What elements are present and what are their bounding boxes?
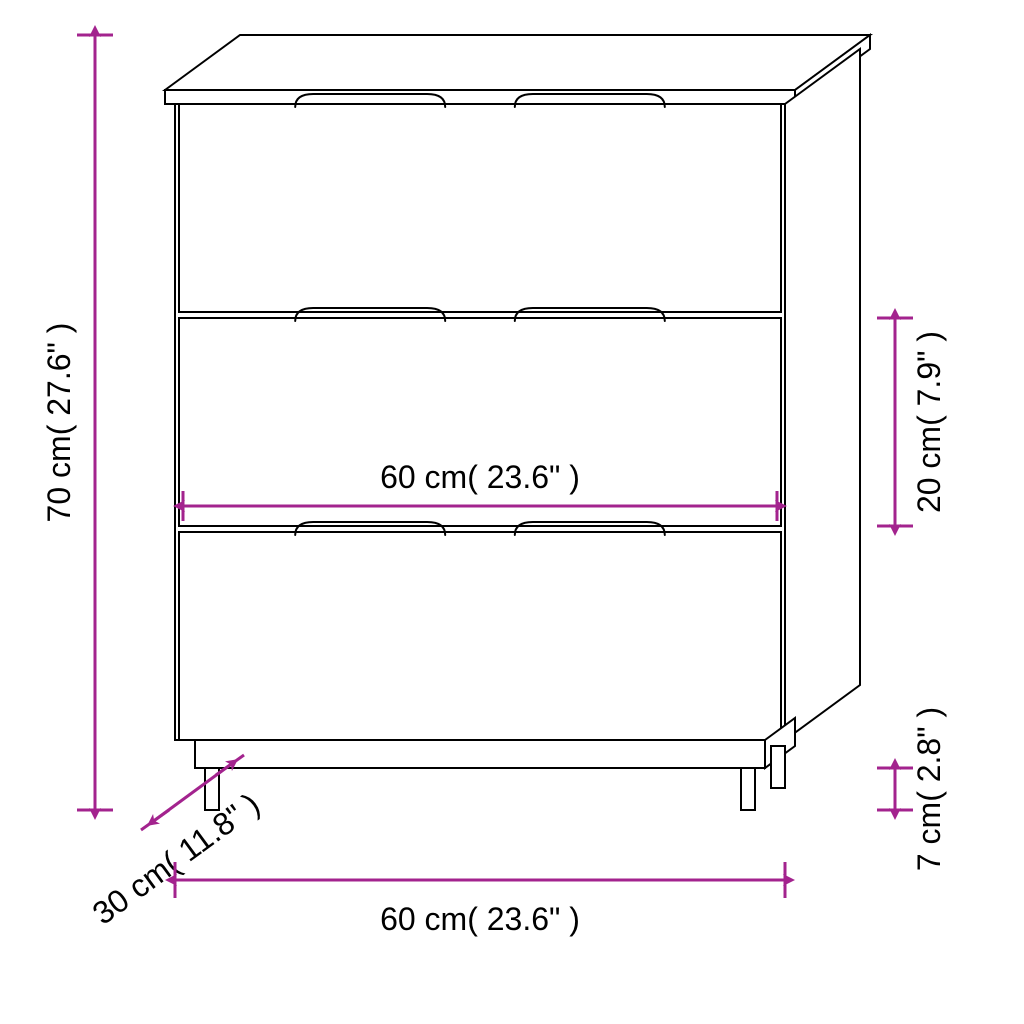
cabinet-plinth bbox=[195, 740, 765, 768]
label-width: 60 cm( 23.6" ) bbox=[380, 901, 580, 937]
label-leg-gap: 7 cm( 2.8" ) bbox=[911, 707, 947, 871]
cabinet-leg bbox=[741, 768, 755, 810]
cabinet-side bbox=[785, 49, 860, 740]
label-height: 70 cm( 27.6" ) bbox=[41, 323, 77, 523]
cabinet-top bbox=[165, 35, 870, 90]
label-depth: 30 cm( 11.8" ) bbox=[86, 786, 267, 932]
label-drawer-h: 20 cm( 7.9" ) bbox=[911, 331, 947, 513]
label-inner-width: 60 cm( 23.6" ) bbox=[380, 459, 580, 495]
drawer-face bbox=[179, 104, 781, 312]
drawer-face bbox=[179, 532, 781, 740]
dimension-diagram: 70 cm( 27.6" ) 30 cm( 11.8" ) 60 cm( 23.6"… bbox=[0, 0, 1024, 1024]
cabinet-top-edge bbox=[165, 90, 795, 104]
cabinet-leg-back bbox=[771, 746, 785, 788]
